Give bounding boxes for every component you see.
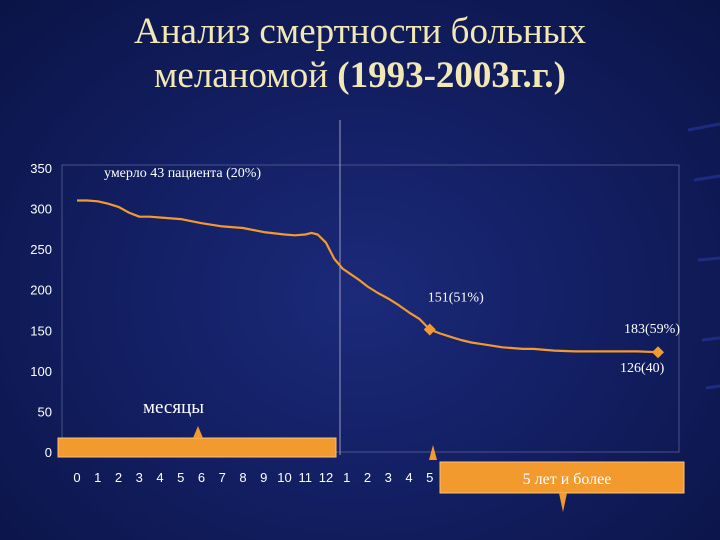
x-tick-label: 1 <box>343 470 350 485</box>
x-tick-label: 2 <box>115 470 122 485</box>
x-tick-label: 7 <box>219 470 226 485</box>
series-line <box>77 199 659 354</box>
top-annotation: умерло 43 пациента (20%) <box>104 166 261 181</box>
years-label: 5 лет и более <box>523 471 612 488</box>
x-tick-label: 12 <box>319 470 333 485</box>
plot-area-frame <box>61 164 680 453</box>
y-tick-label: 350 <box>30 161 52 176</box>
x-tick-label: 5 <box>177 470 184 485</box>
data-label: 151(51%) <box>428 290 484 305</box>
y-tick-label: 50 <box>38 404 52 419</box>
x-tick-label: 4 <box>156 470 163 485</box>
months-label: месяцы <box>143 397 204 418</box>
title-line-1: Анализ смертности больных <box>133 11 587 52</box>
decorative-stripes <box>687 122 720 390</box>
y-tick-label: 200 <box>30 283 52 298</box>
x-tick-label: 11 <box>299 470 313 485</box>
years-bracket: 5 лет и более <box>429 445 685 512</box>
x-tick-label: 5 <box>426 470 433 485</box>
data-marker <box>423 323 436 336</box>
y-tick-label: 0 <box>45 445 52 460</box>
months-bracket <box>57 426 337 458</box>
x-tick-label: 3 <box>385 470 392 485</box>
x-tick-label: 8 <box>239 470 246 485</box>
slide-title: Анализ смертности больных меланомой (199… <box>0 10 720 98</box>
y-tick-label: 250 <box>30 242 52 257</box>
y-tick-label: 300 <box>30 202 52 217</box>
y-tick-label: 150 <box>30 323 52 338</box>
x-tick-label: 9 <box>260 470 267 485</box>
data-label: 183(59%) <box>624 322 680 337</box>
x-tick-label: 10 <box>277 470 291 485</box>
data-marker <box>652 346 664 359</box>
x-axis-ticks: 0 1 2 3 4 5 6 7 8 9 10 11 12 1 2 3 4 5 <box>73 470 433 485</box>
y-axis-ticks: 0 50 100 150 200 250 300 350 <box>30 161 52 460</box>
x-tick-label: 1 <box>94 470 101 485</box>
title-line-2: меланомой <box>153 55 338 96</box>
x-tick-label: 0 <box>73 470 80 485</box>
side-label-126: 126(40) <box>620 361 665 376</box>
x-tick-label: 3 <box>136 470 143 485</box>
x-tick-label: 6 <box>198 470 205 485</box>
title-line-2-years: (1993-2003г.г.) <box>337 55 567 96</box>
x-tick-label: 4 <box>405 470 412 485</box>
markers: 151(51%) 183(59%) <box>423 290 680 359</box>
x-tick-label: 2 <box>364 470 371 485</box>
y-tick-label: 100 <box>30 364 52 379</box>
